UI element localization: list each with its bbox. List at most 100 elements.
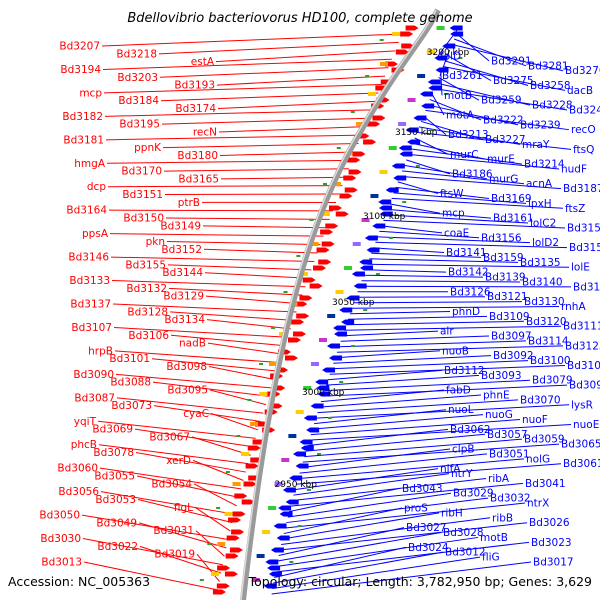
gene-label-right: lolC2 [530,218,556,230]
gene-label-right: Bd3214 [524,159,565,171]
forward-gene-arrow [229,547,243,553]
gene-label-right: Bd3258 [530,80,571,92]
gene-label-right: murG [489,173,518,185]
gene-label-right: murC [450,149,479,161]
reverse-gene-arrow [353,283,367,289]
leader-line-left [115,373,272,389]
gene-label-right: Bd3126 [450,286,491,298]
gene-label-left: Bd3155 [125,259,166,271]
gene-label-right: ntrY [451,468,473,480]
reverse-gene-arrow [435,67,449,73]
gene-label-right: Bd3143 [573,281,600,293]
kbp-marker: 3150 kbp [395,128,438,138]
leader-line-left [100,491,235,515]
forward-gene-arrow [296,313,310,319]
gene-label-left: Bd3053 [95,494,136,506]
leader-line-right [349,310,451,315]
gene-label-right: rnhA [561,301,586,313]
leader-line-left [204,272,309,279]
leader-line-right [290,482,524,507]
gc-content-mark [199,579,204,581]
forward-gene-arrow [321,241,335,247]
cog-category-block [319,338,328,342]
gene-label-right: Bd3186 [452,168,493,180]
gene-label-left: mcp [79,87,102,99]
forward-gene-arrow [216,583,230,589]
leader-line-right [294,468,439,491]
gene-label-left: recN [193,127,217,139]
cog-category-block [370,194,379,198]
gene-label-left: Bd3054 [151,478,192,490]
reverse-gene-arrow [379,211,393,217]
leader-line-left [169,311,294,321]
gene-label-right: Bd3139 [485,272,526,284]
reverse-gene-arrow [378,205,392,211]
forward-gene-arrow [395,49,409,55]
leader-line-left [167,264,312,271]
forward-gene-arrow [243,481,257,487]
leader-line-left [105,134,362,141]
leader-line-left [160,92,379,102]
leader-line-right [282,512,440,540]
forward-gene-arrow [372,115,386,121]
gc-content-mark [351,345,356,347]
gene-label-right: nudF [561,163,587,175]
gene-label-right: lpxH [528,198,552,210]
gene-label-left: Bd3088 [110,377,151,389]
reverse-gene-arrow [372,223,386,229]
gc-content-mark [443,93,448,95]
gene-label-right: Bd3141 [446,247,487,259]
reverse-gene-arrow [442,43,456,49]
reverse-gene-arrow [393,175,407,181]
leader-line-right [335,350,441,359]
forward-gene-arrow [212,589,226,595]
gc-content-mark [289,561,294,563]
forward-gene-arrow [348,169,362,175]
forward-gene-arrow [328,205,342,211]
gene-label-right: ftsW [440,188,464,200]
gene-label-left: Bd3049 [96,517,137,529]
forward-gene-arrow [384,61,398,67]
forward-gene-arrow [293,331,307,337]
leader-line-right [291,477,487,502]
cog-category-block [262,530,271,534]
leader-line-left [192,459,244,481]
forward-gene-arrow [285,355,299,361]
gc-content-mark [283,291,288,293]
gene-label-right: Bd3017 [533,557,574,569]
gene-label-right: Bd3029 [453,488,494,500]
leader-line-right [312,414,484,430]
forward-gene-arrow [294,301,308,307]
leader-line-left [203,248,318,254]
gene-label-right: Bd3114 [528,335,569,347]
reverse-gene-arrow [279,511,293,517]
gc-content-mark [336,147,341,149]
leader-line-left [209,389,267,406]
gene-label-left: Bd3165 [178,173,219,185]
leader-line-left [114,350,280,364]
leader-line-right [287,492,452,518]
leader-line-left [106,159,353,164]
gene-label-left: Bd3055 [94,471,135,483]
gene-label-right: mcp [442,208,465,220]
leader-line-left [218,126,366,133]
leader-line-right [284,502,526,529]
leader-line-left [101,33,403,47]
leader-line-right [387,208,492,219]
gene-label-right: Bd3092 [493,350,534,362]
leader-line-right [348,315,488,320]
leader-line-left [104,109,372,117]
label-leader-lines [81,27,572,595]
gene-label-left: Bd3182 [62,111,103,123]
gene-label-left: Bd3149 [160,220,201,232]
cog-category-block [335,290,344,294]
leader-line-right [351,306,560,309]
leader-line-left [168,287,303,296]
leader-line-right [361,280,521,283]
reverse-gene-arrow [267,565,281,571]
reverse-gene-arrow [299,439,313,445]
forward-gene-arrow [241,499,255,505]
reverse-gene-arrow [303,415,317,421]
reverse-gene-arrow [276,535,290,541]
reverse-gene-arrow [413,115,427,121]
